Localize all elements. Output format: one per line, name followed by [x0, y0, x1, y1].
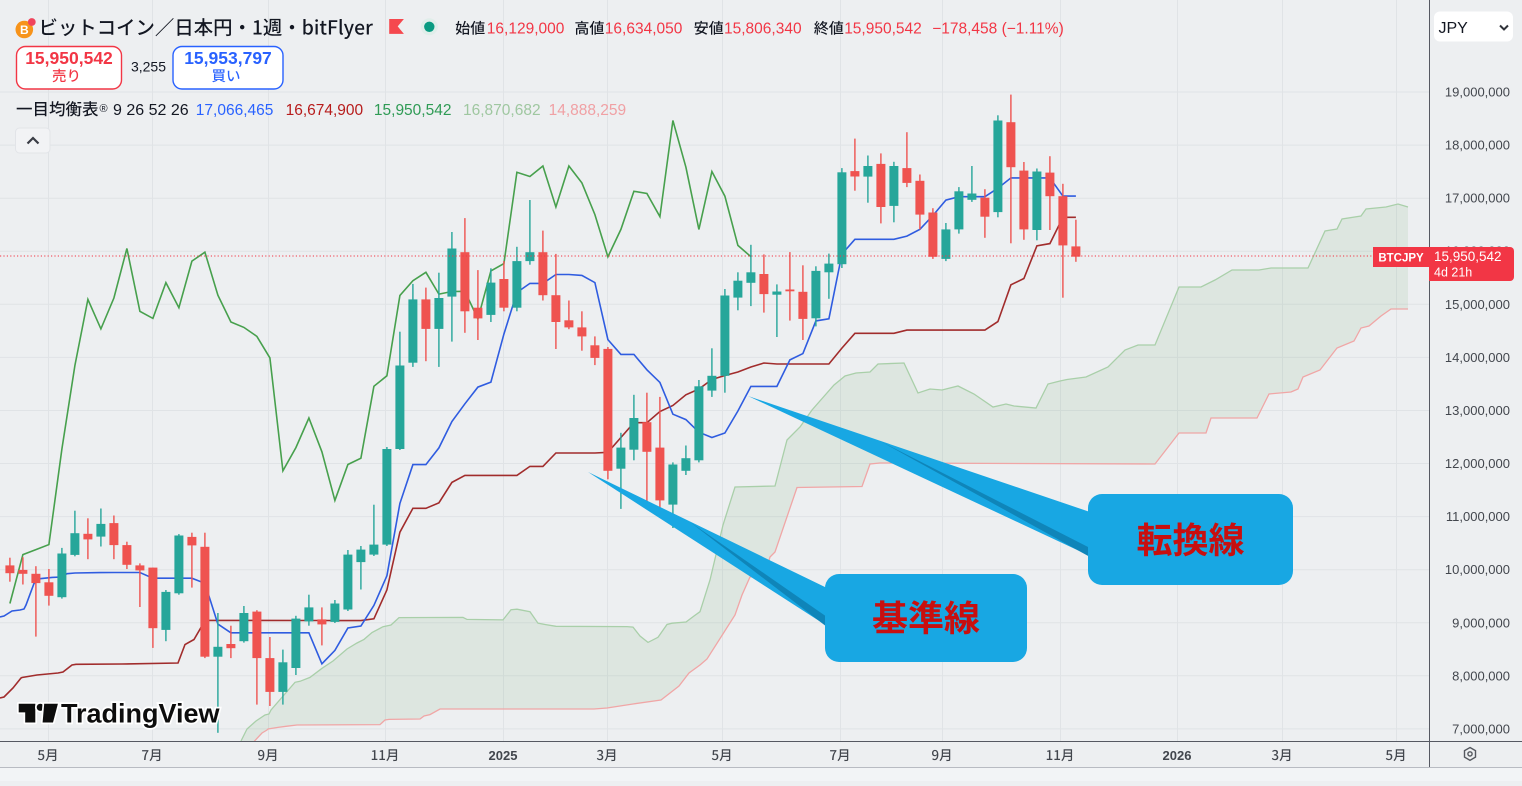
svg-text:3,255: 3,255: [131, 59, 166, 75]
svg-text:2025: 2025: [489, 748, 518, 763]
svg-text:17,066,465: 17,066,465: [196, 102, 274, 119]
svg-text:15,950,542: 15,950,542: [374, 102, 452, 119]
svg-text:19,000,000: 19,000,000: [1445, 85, 1510, 100]
svg-text:15,950,542: 15,950,542: [25, 48, 113, 68]
svg-text:15,953,797: 15,953,797: [184, 48, 272, 68]
svg-text:11,000,000: 11,000,000: [1446, 509, 1510, 524]
svg-text:15,806,340: 15,806,340: [724, 21, 802, 38]
svg-text:8,000,000: 8,000,000: [1452, 668, 1510, 683]
svg-text:9,000,000: 9,000,000: [1452, 615, 1510, 630]
svg-text:15,000,000: 15,000,000: [1445, 297, 1510, 312]
svg-text:BTCJPY: BTCJPY: [1378, 253, 1424, 265]
svg-text:B: B: [20, 23, 29, 37]
svg-text:10,000,000: 10,000,000: [1445, 562, 1510, 577]
svg-text:7,000,000: 7,000,000: [1452, 721, 1510, 736]
svg-text:16,129,000: 16,129,000: [487, 21, 565, 38]
svg-text:®: ®: [100, 103, 108, 115]
svg-text:18,000,000: 18,000,000: [1445, 138, 1510, 153]
svg-text:16,870,682: 16,870,682: [463, 102, 541, 119]
svg-text:16,634,050: 16,634,050: [605, 21, 683, 38]
svg-text:14,888,259: 14,888,259: [549, 102, 627, 119]
svg-text:9 26 52 26: 9 26 52 26: [113, 102, 189, 119]
svg-text:TradingView: TradingView: [61, 699, 221, 729]
svg-text:14,000,000: 14,000,000: [1445, 350, 1510, 365]
svg-text:16,674,900: 16,674,900: [286, 102, 364, 119]
svg-text:12,000,000: 12,000,000: [1445, 456, 1510, 471]
svg-text:13,000,000: 13,000,000: [1445, 403, 1510, 418]
svg-text:15,950,542: 15,950,542: [1434, 249, 1502, 264]
svg-text:15,950,542: 15,950,542: [844, 21, 922, 38]
svg-text:17,000,000: 17,000,000: [1445, 191, 1510, 206]
svg-text:2026: 2026: [1163, 748, 1192, 763]
svg-text:JPY: JPY: [1439, 20, 1469, 37]
svg-text:−178,458 (−1.11%): −178,458 (−1.11%): [932, 21, 1064, 38]
svg-text:4d 21h: 4d 21h: [1434, 266, 1472, 280]
